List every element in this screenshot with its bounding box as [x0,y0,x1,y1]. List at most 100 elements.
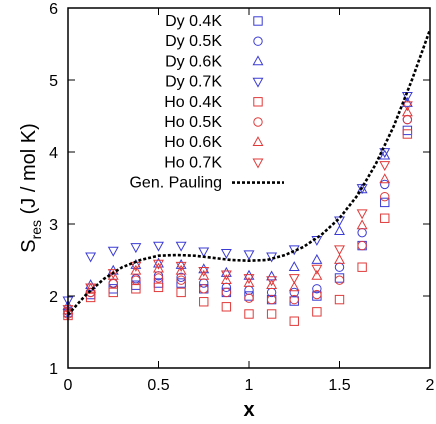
legend-symbol-dy-0-7k [252,77,264,88]
data-point-dy-0-6k [220,266,232,277]
plot-frame [67,7,431,369]
data-point-dy-0-6k [288,261,300,272]
data-point-dy-0-5k [334,262,345,272]
data-point-ho-0-6k [356,219,368,230]
x-tick-label: 1.5 [328,377,350,394]
y-tick-label: 1 [49,361,58,378]
legend-symbol-dy-0-5k [253,36,263,46]
data-point-dy-0-4k [244,291,254,301]
data-point-ho-0-5k [357,240,367,251]
data-point-dy-0-5k [312,284,322,294]
data-point-ho-0-7k [334,245,345,256]
legend-label-ho-0-7k: Ho 0.7K [164,154,222,171]
legend-label-dy-0-6k: Dy 0.6K [165,53,222,70]
plot-area [62,29,432,326]
data-point-ho-0-6k [311,269,323,280]
data-point-ho-0-6k [198,269,210,280]
data-point-ho-0-4k [153,282,164,293]
series-gen-pauling [67,29,432,316]
x-tick-label: 1 [245,377,254,394]
data-point-dy-0-7k [85,252,97,263]
series-ho-0-4k [63,129,413,326]
data-point-ho-0-4k [402,129,413,139]
legend-symbol-ho-0-5k [253,117,263,127]
x-tick-label: 0 [64,377,73,394]
data-point-ho-0-4k [380,213,390,223]
data-point-ho-0-4k [357,262,367,272]
x-tick-label: 2 [426,377,435,394]
data-point-ho-0-4k [221,302,232,312]
data-point-dy-0-7k [198,247,210,258]
y-tick-label: 2 [49,289,58,306]
data-point-dy-0-6k [334,225,345,236]
data-point-ho-0-4k [244,309,254,319]
y-axis-label-unit: (J / mol K) [18,123,40,220]
data-point-ho-0-5k [221,287,232,298]
data-point-ho-0-4k [176,287,186,298]
data-point-ho-0-4k [85,292,96,303]
series-dy-0-5k [63,114,413,316]
gen-pauling-curve [67,29,432,316]
data-point-dy-0-6k [153,257,164,268]
data-point-ho-0-6k [379,173,391,184]
data-point-dy-0-6k [130,258,142,269]
data-point-dy-0-7k [220,248,232,259]
data-point-ho-0-7k [107,269,119,280]
data-point-dy-0-5k [357,227,367,238]
legend-label-ho-0-5k: Ho 0.5K [164,114,222,131]
data-point-ho-0-5k [131,275,141,285]
legend-symbol-dy-0-4k [253,16,263,26]
data-point-ho-0-5k [402,114,413,125]
data-point-ho-0-6k [220,274,232,285]
data-point-ho-0-7k [153,259,164,270]
data-point-ho-0-4k [289,316,299,326]
data-point-ho-0-4k [108,287,118,298]
data-point-dy-0-6k [198,263,210,274]
data-point-dy-0-7k [153,241,164,252]
data-point-dy-0-5k [380,179,390,190]
data-point-dy-0-5k [221,282,232,293]
data-point-ho-0-7k [288,274,300,285]
data-point-ho-0-7k [198,266,210,277]
data-point-dy-0-7k [401,91,413,102]
data-point-dy-0-7k [107,246,119,257]
data-point-ho-0-7k [311,264,323,275]
data-point-dy-0-7k [243,250,255,261]
data-point-ho-0-5k [334,275,345,285]
data-point-dy-0-5k [244,285,254,295]
y-tick-label: 6 [49,1,58,18]
data-point-dy-0-4k [334,273,345,283]
series-ho-0-7k [62,101,413,316]
data-point-ho-0-7k [356,209,368,220]
y-tick-label: 4 [49,145,58,162]
data-point-ho-0-4k [266,309,277,319]
data-point-dy-0-5k [289,287,299,298]
data-point-ho-0-7k [175,261,187,272]
legend: Dy 0.4K Dy 0.5K Dy 0.6K Dy 0.7K Ho 0.4K Ho 0.… [129,13,284,192]
series-dy-0-6k [62,96,413,310]
data-point-ho-0-6k [175,264,187,275]
legend-label-gen-pauling: Gen. Pauling [129,175,222,192]
data-point-ho-0-6k [243,276,255,287]
x-axis-label: x [243,399,254,421]
y-axis-label-main: S [18,239,40,252]
legend-label-ho-0-6k: Ho 0.6K [164,134,222,151]
data-point-ho-0-6k [401,106,413,117]
legend-symbol-ho-0-4k [253,97,263,107]
data-point-dy-0-6k [311,253,323,264]
data-point-ho-0-5k [176,275,186,285]
data-point-dy-0-6k [175,258,187,269]
x-tick-label: 0.5 [147,377,169,394]
data-point-ho-0-4k [199,297,209,307]
y-tick-label: 3 [49,217,58,234]
legend-label-dy-0-5k: Dy 0.5K [165,33,222,50]
data-point-ho-0-6k [334,253,345,264]
series-ho-0-6k [62,106,413,315]
data-point-ho-0-5k [289,294,299,305]
legend-label-ho-0-4k: Ho 0.4K [164,94,222,111]
data-point-ho-0-5k [108,279,118,289]
data-point-ho-0-5k [266,294,277,305]
data-point-dy-0-6k [379,149,391,160]
legend-label-dy-0-4k: Dy 0.4K [165,13,222,30]
